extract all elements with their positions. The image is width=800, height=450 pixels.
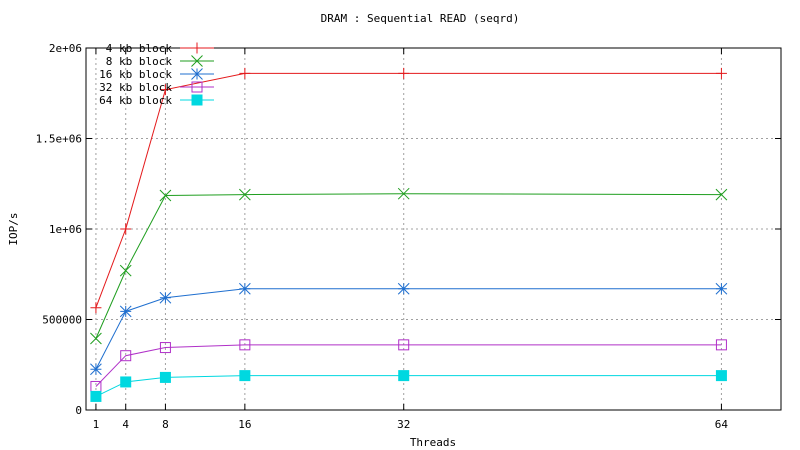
x-tick-label: 16	[238, 418, 251, 431]
data-point	[239, 339, 251, 351]
series-line	[95, 288, 722, 370]
data-point	[397, 282, 410, 295]
data-point	[239, 282, 251, 295]
y-tick-label: 500000	[42, 314, 82, 327]
data-point	[239, 67, 251, 79]
legend-label: 8 kb block	[106, 55, 173, 68]
x-tick-label: 8	[162, 418, 169, 431]
x-axis-label: Threads	[410, 436, 456, 449]
data-point	[715, 282, 728, 295]
series-2	[90, 187, 728, 345]
series-line	[95, 193, 722, 339]
data-point	[191, 81, 203, 93]
data-point	[398, 339, 410, 351]
data-point	[191, 55, 203, 67]
data-point	[239, 188, 251, 201]
data-point	[90, 363, 102, 376]
legend-label: 32 kb block	[99, 81, 172, 94]
data-point	[715, 339, 727, 351]
x-tick-label: 1	[93, 418, 100, 431]
y-tick-label: 2e+06	[49, 42, 82, 55]
y-axis-label: IOP/s	[7, 212, 20, 245]
data-point	[120, 350, 132, 362]
data-point	[398, 370, 410, 382]
plot-border	[85, 47, 782, 411]
data-point	[191, 68, 203, 80]
data-point	[191, 42, 203, 54]
x-tick-label: 64	[715, 418, 729, 431]
data-point	[159, 371, 171, 383]
data-point	[191, 94, 203, 106]
legend-label: 4 kb block	[106, 42, 173, 55]
y-tick-label: 1.5e+06	[36, 133, 82, 146]
y-tick-label: 1e+06	[49, 223, 82, 236]
data-point	[90, 332, 102, 345]
data-point	[715, 188, 728, 201]
data-point	[159, 189, 172, 202]
data-point	[715, 370, 727, 382]
series-line	[95, 72, 722, 308]
data-point	[90, 302, 102, 314]
data-point	[159, 291, 172, 304]
data-point	[715, 67, 727, 79]
x-tick-label: 4	[122, 418, 129, 431]
chart-title: DRAM : Sequential READ (seqrd)	[321, 12, 520, 25]
series-3	[90, 282, 728, 376]
data-point	[119, 264, 132, 277]
data-point	[90, 390, 102, 402]
data-point	[159, 342, 171, 354]
legend-label: 16 kb block	[99, 68, 172, 81]
y-tick-label: 0	[75, 404, 82, 417]
data-point	[159, 84, 171, 96]
grid	[86, 48, 781, 410]
data-point	[239, 370, 251, 382]
series-layer	[90, 67, 728, 402]
series-5	[90, 370, 727, 402]
data-point	[120, 376, 132, 388]
series-4	[90, 339, 727, 392]
data-point	[120, 223, 132, 235]
series-1	[90, 67, 727, 314]
axes: 0 500000 1e+06 1.5e+06 2e+06 1 4 8 16 32 64	[36, 42, 782, 431]
data-point	[119, 305, 132, 318]
data-point	[398, 67, 410, 79]
x-tick-label: 32	[397, 418, 410, 431]
legend-label: 64 kb block	[99, 94, 172, 107]
data-point	[397, 187, 410, 200]
